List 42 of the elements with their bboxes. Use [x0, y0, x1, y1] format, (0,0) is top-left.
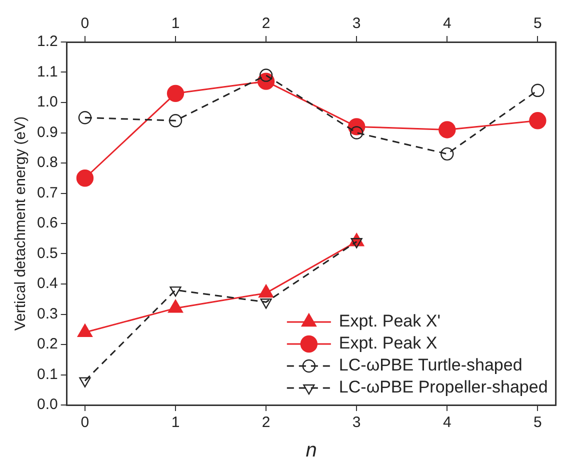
- y-tick-label: 0.5: [36, 244, 58, 262]
- point: [260, 298, 272, 309]
- y-tick-label: 0.7: [36, 184, 58, 202]
- x-tick-label: 0: [80, 414, 90, 432]
- x-tick-label: 3: [352, 414, 361, 432]
- y-axis-title: Vertical detachment energy (eV): [12, 116, 30, 331]
- legend-label: LC-ωPBE Propeller-shaped: [338, 378, 548, 397]
- point: [529, 112, 546, 130]
- x2-tick-label: 0: [80, 15, 90, 32]
- y-tick-label: 0.4: [36, 275, 58, 292]
- y-tick-label: 0.2: [36, 336, 58, 353]
- legend-label: Expt. Peak X: [338, 334, 438, 353]
- y-tick-label: 0.1: [36, 366, 58, 383]
- x2-tick-label: 5: [534, 15, 542, 32]
- legend-label: LC-ωPBE Turtle-shaped: [338, 356, 522, 375]
- point: [531, 84, 544, 97]
- y-tick-label: 1.0: [36, 94, 58, 111]
- y-tick-label: 0.6: [36, 214, 58, 232]
- point: [78, 111, 92, 124]
- x2-tick-label: 2: [262, 15, 270, 32]
- x-tick-label: 4: [442, 414, 452, 432]
- point: [168, 114, 182, 128]
- point: [170, 286, 182, 297]
- x-tick-label: 5: [534, 414, 542, 432]
- x-tick-label: 1: [171, 414, 180, 432]
- x2-tick-label: 3: [352, 15, 361, 32]
- legend-label: Expt. Peak X': [338, 312, 440, 331]
- point: [166, 84, 184, 102]
- point: [79, 377, 91, 388]
- x-tick-label: 2: [262, 414, 270, 432]
- y-tick-label: 0.8: [36, 154, 58, 172]
- y-tick-label: 0.9: [36, 124, 58, 141]
- x2-tick-label: 4: [442, 15, 452, 32]
- y-tick-label: 1.2: [36, 33, 58, 50]
- point: [76, 170, 94, 187]
- y-tick-label: 0.0: [36, 396, 58, 414]
- x-axis-title: n: [306, 440, 317, 462]
- point: [440, 147, 454, 161]
- y-tick-label: 0.3: [36, 305, 58, 322]
- y-tick-label: 1.1: [36, 63, 58, 80]
- x2-tick-label: 1: [171, 15, 180, 32]
- point: [438, 121, 456, 138]
